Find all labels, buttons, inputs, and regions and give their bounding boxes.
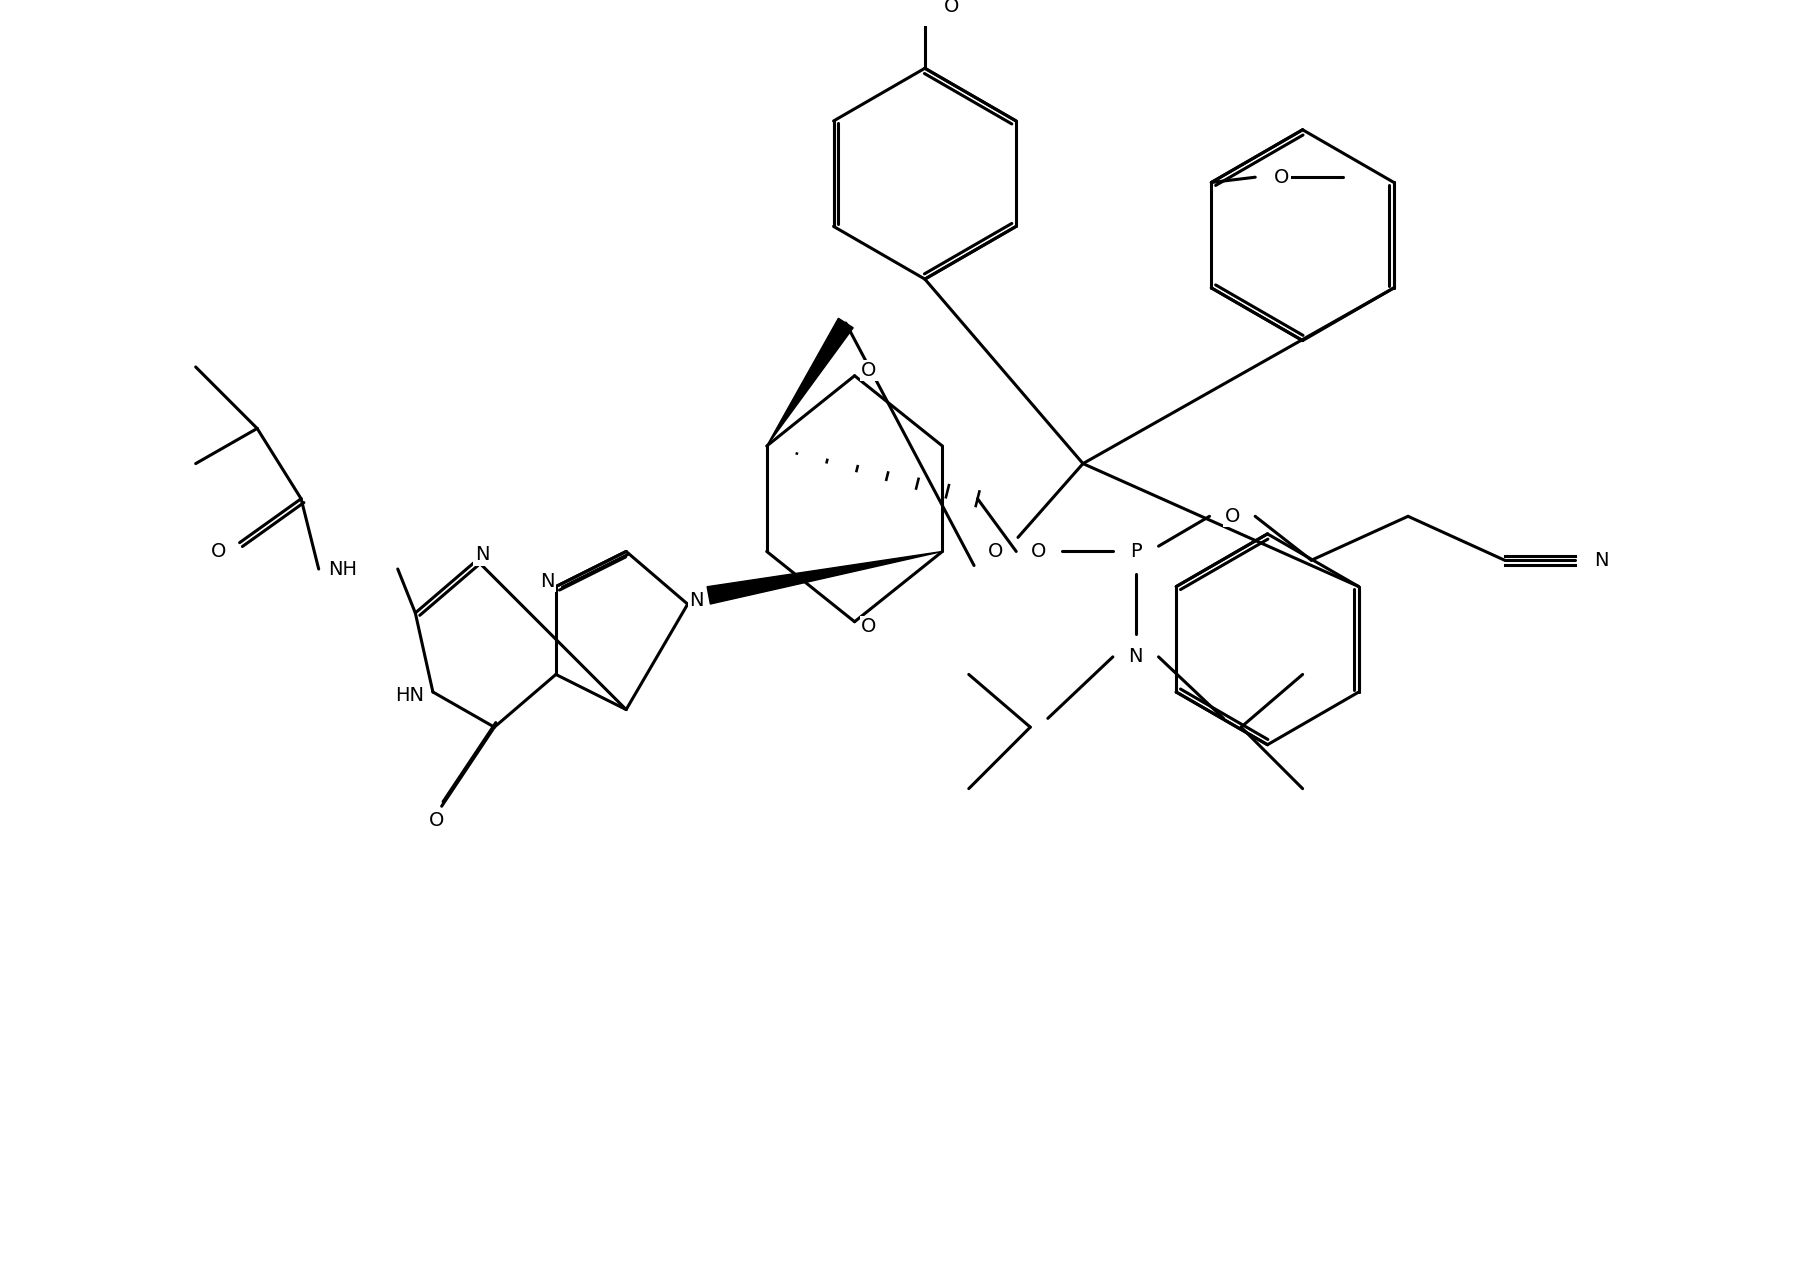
Text: O: O <box>1031 542 1046 562</box>
Text: HN: HN <box>395 686 424 705</box>
Text: O: O <box>1224 506 1240 526</box>
Text: N: N <box>474 545 489 564</box>
Polygon shape <box>706 551 942 604</box>
Text: NH: NH <box>329 559 358 578</box>
Text: N: N <box>690 591 704 610</box>
Polygon shape <box>767 318 854 446</box>
Text: N: N <box>539 572 553 591</box>
Text: O: O <box>943 0 960 17</box>
Text: P: P <box>1130 542 1141 562</box>
Text: O: O <box>861 618 877 636</box>
Text: O: O <box>1274 168 1288 187</box>
Text: N: N <box>1594 551 1608 569</box>
Text: N: N <box>1129 647 1143 667</box>
Text: O: O <box>210 542 226 562</box>
Text: O: O <box>987 542 1003 562</box>
Text: O: O <box>861 362 877 379</box>
Text: O: O <box>429 810 444 829</box>
